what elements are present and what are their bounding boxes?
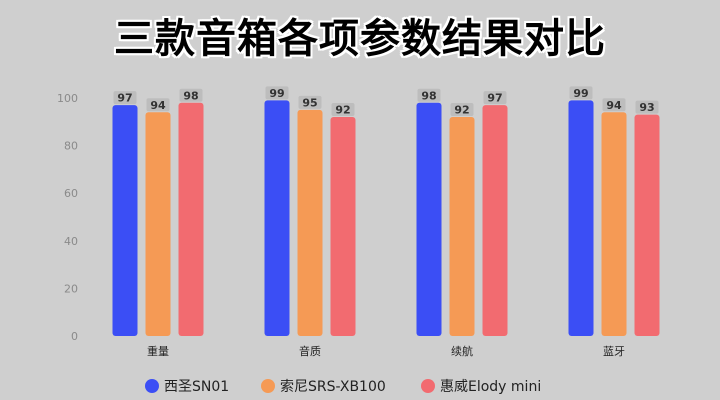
- legend-marker: [145, 379, 159, 393]
- bar: [416, 102, 442, 336]
- y-tick-label: 20: [64, 282, 78, 295]
- bar: [568, 100, 594, 336]
- legend-marker: [261, 379, 275, 393]
- bar: [601, 112, 627, 336]
- value-label-bg: [450, 103, 474, 117]
- value-label: 94: [150, 99, 166, 112]
- value-label-bg: [331, 103, 355, 117]
- value-label: 98: [183, 89, 198, 102]
- y-tick-label: 40: [64, 235, 78, 248]
- value-label: 93: [639, 101, 654, 114]
- x-category-label: 音质: [299, 344, 321, 358]
- y-tick-label: 0: [71, 330, 78, 343]
- bar: [178, 102, 204, 336]
- value-label: 99: [573, 87, 588, 100]
- legend-label: 西圣SN01: [164, 379, 229, 395]
- value-label-bg: [113, 91, 137, 105]
- value-label-bg: [417, 88, 441, 102]
- value-label-bg: [635, 100, 659, 114]
- value-label-bg: [483, 91, 507, 105]
- bar: [112, 105, 138, 336]
- value-label: 92: [454, 104, 469, 117]
- bar: [297, 109, 323, 337]
- bar: [330, 117, 356, 336]
- legend-label: 惠威Elody mini: [440, 379, 541, 395]
- bar: [634, 114, 660, 336]
- x-category-label: 蓝牙: [603, 345, 625, 358]
- value-label-bg: [602, 98, 626, 112]
- value-label-bg: [265, 86, 289, 100]
- bar: [145, 112, 171, 336]
- x-category-label: 重量: [147, 344, 169, 358]
- value-label: 97: [487, 92, 502, 105]
- bar: [264, 100, 290, 336]
- value-label: 95: [302, 96, 317, 109]
- legend-label: 索尼SRS-XB100: [280, 378, 386, 395]
- y-tick-label: 100: [57, 92, 78, 105]
- bar: [482, 105, 508, 336]
- value-label: 98: [421, 89, 436, 102]
- chart-title: 三款音箱各项参数结果对比: [114, 16, 606, 62]
- value-label-bg: [146, 98, 170, 112]
- value-label-bg: [179, 88, 203, 102]
- x-category-label: 续航: [451, 344, 473, 358]
- y-tick-label: 60: [64, 187, 78, 200]
- y-tick-label: 80: [64, 140, 78, 153]
- value-label: 99: [269, 87, 284, 100]
- value-label-bg: [298, 95, 322, 109]
- legend-marker: [421, 379, 435, 393]
- value-label: 92: [335, 104, 350, 117]
- bar: [449, 117, 475, 336]
- value-label-bg: [569, 86, 593, 100]
- value-label: 94: [606, 99, 622, 112]
- value-label: 97: [117, 92, 132, 105]
